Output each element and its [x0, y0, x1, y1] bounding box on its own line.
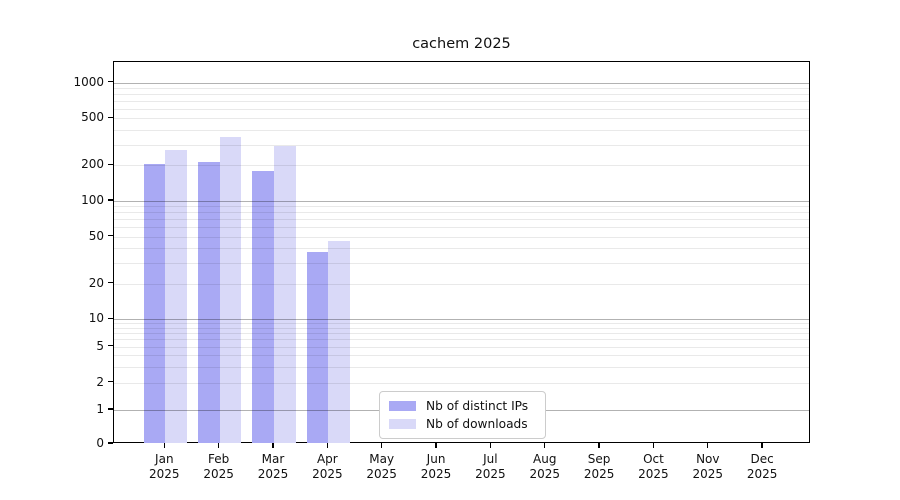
legend-swatch-distinct-ips	[389, 401, 416, 411]
y-tick-label-100: 100	[81, 193, 104, 207]
legend: Nb of distinct IPs Nb of downloads	[379, 391, 546, 439]
x-tick-apr	[326, 443, 329, 448]
x-tick-sep	[598, 443, 600, 448]
bar-apr-ips	[306, 252, 329, 443]
legend-label-downloads: Nb of downloads	[426, 417, 528, 431]
y-tick-label-500: 500	[81, 110, 104, 125]
y-tick-label-20: 20	[88, 275, 104, 290]
x-tick-feb	[217, 443, 220, 448]
x-tick-label-apr: Apr 2025	[312, 452, 343, 481]
y-tick-label-10: 10	[88, 311, 104, 326]
bar-jan-downloads	[165, 149, 187, 443]
legend-label-distinct-ips: Nb of distinct IPs	[426, 399, 529, 413]
x-tick-label-aug: Aug 2025	[529, 452, 561, 481]
x-tick-aug	[544, 443, 546, 448]
y-tick-500	[108, 116, 113, 118]
y-tick-2	[108, 380, 113, 383]
x-tick-label-jan: Jan 2025	[149, 452, 180, 481]
y-tick-50	[108, 234, 113, 237]
bar-feb-ips	[197, 162, 220, 443]
x-tick-label-mar: Mar 2025	[257, 452, 289, 481]
x-tick-label-dec: Dec 2025	[746, 452, 778, 481]
y-tick-0	[108, 442, 113, 444]
x-tick-mar	[272, 443, 274, 448]
bar-feb-downloads	[219, 136, 242, 443]
x-tick-label-may: May 2025	[366, 452, 397, 481]
x-tick-jun	[435, 443, 437, 448]
y-tick-200	[108, 163, 113, 166]
y-tick-label-2: 2	[96, 374, 104, 389]
legend-item-downloads: Nb of downloads	[389, 415, 536, 433]
x-tick-jan	[163, 443, 165, 448]
x-tick-dec	[761, 443, 763, 448]
x-tick-nov	[707, 443, 709, 448]
bar-jan-ips	[143, 164, 166, 443]
plot-area: Nb of distinct IPs Nb of downloads	[113, 61, 810, 443]
y-tick-label-50: 50	[88, 228, 104, 243]
y-tick-label-5: 5	[96, 338, 104, 353]
x-tick-oct	[652, 443, 655, 448]
bars-layer	[114, 62, 809, 443]
bar-mar-ips	[252, 170, 274, 443]
y-tick-1000	[108, 81, 113, 83]
y-tick-label-0: 0	[96, 436, 104, 450]
x-tick-label-sep: Sep 2025	[583, 452, 615, 481]
y-tick-1	[108, 408, 113, 410]
x-tick-label-oct: Oct 2025	[638, 452, 669, 481]
y-tick-20	[108, 281, 113, 284]
y-tick-10	[108, 317, 113, 319]
x-tick-may	[381, 443, 383, 448]
y-tick-label-200: 200	[81, 157, 104, 172]
chart-title: cachem 2025	[412, 36, 511, 52]
bar-apr-downloads	[328, 240, 351, 443]
y-tick-100	[108, 199, 113, 201]
y-tick-label-1000: 1000	[73, 74, 104, 89]
legend-swatch-downloads	[389, 419, 416, 429]
y-tick-5	[108, 344, 113, 347]
x-tick-label-nov: Nov 2025	[692, 452, 724, 481]
x-tick-label-jul: Jul 2025	[475, 452, 506, 481]
x-tick-label-feb: Feb 2025	[203, 452, 234, 481]
x-tick-jul	[489, 443, 492, 448]
legend-item-distinct-ips: Nb of distinct IPs	[389, 397, 536, 415]
x-tick-label-jun: Jun 2025	[420, 452, 452, 481]
y-tick-label-1: 1	[96, 402, 104, 416]
bar-mar-downloads	[274, 146, 296, 443]
